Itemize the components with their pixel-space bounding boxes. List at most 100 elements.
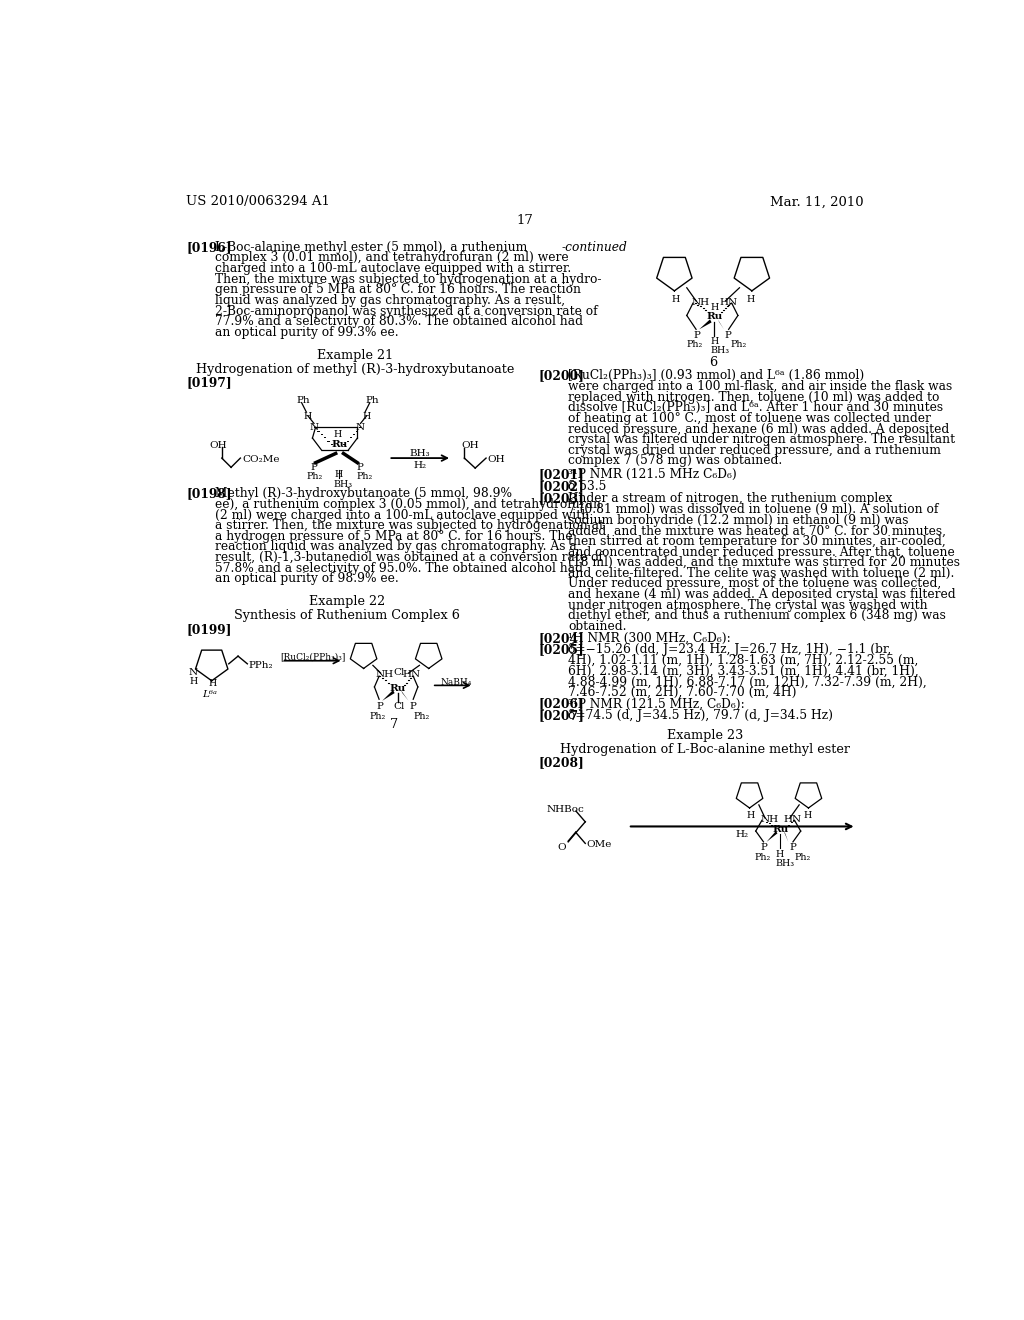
Text: H: H [804,810,812,820]
Text: dissolve [RuCl₂(PPh₃)₃] and L⁶ᵃ. After 1 hour and 30 minutes: dissolve [RuCl₂(PPh₃)₃] and L⁶ᵃ. After 1… [568,401,943,414]
Text: BH₃: BH₃ [776,859,795,867]
Text: gen pressure of 5 MPa at 80° C. for 16 hours. The reaction: gen pressure of 5 MPa at 80° C. for 16 h… [215,284,581,296]
Text: H: H [190,677,199,686]
Text: 4H), 1.02-1.11 (m, 1H), 1.28-1.63 (m, 7H), 2.12-2.55 (m,: 4H), 1.02-1.11 (m, 1H), 1.28-1.63 (m, 7H… [568,655,919,667]
Text: [0203]: [0203] [539,492,585,506]
Text: OH: OH [461,441,479,450]
Text: charged into a 100-mL autoclave equipped with a stirrer.: charged into a 100-mL autoclave equipped… [215,263,571,275]
Text: N: N [309,424,318,433]
Text: -continued: -continued [562,240,628,253]
Text: Ph₂: Ph₂ [687,341,703,348]
Text: P: P [311,463,317,471]
Text: [0207]: [0207] [539,709,585,722]
Text: and hexane (4 ml) was added. A deposited crystal was filtered: and hexane (4 ml) was added. A deposited… [568,589,955,601]
Text: an optical purity of 99.3% ee.: an optical purity of 99.3% ee. [215,326,398,339]
Text: H: H [209,680,217,688]
Text: H: H [335,470,343,479]
Text: Ru: Ru [773,825,790,834]
Text: OMe: OMe [587,841,612,849]
Text: H: H [334,430,342,440]
Text: H: H [710,337,718,346]
Text: and concentrated under reduced pressure. After that, toluene: and concentrated under reduced pressure.… [568,545,955,558]
Text: a hydrogen pressure of 5 MPa at 80° C. for 16 hours. The: a hydrogen pressure of 5 MPa at 80° C. f… [215,529,572,543]
Text: [0208]: [0208] [539,756,585,770]
Text: [0201]: [0201] [539,469,585,480]
Text: obtained.: obtained. [568,620,627,632]
Text: Ph₂: Ph₂ [370,713,386,721]
Text: BH₃: BH₃ [710,346,729,355]
Text: (2 ml) were charged into a 100-mL autoclave equipped with: (2 ml) were charged into a 100-mL autocl… [215,508,589,521]
Text: CO₂Me: CO₂Me [242,455,280,465]
Text: [0199]: [0199] [186,623,231,636]
Text: 2-Boc-aminopropanol was synthesized at a conversion rate of: 2-Boc-aminopropanol was synthesized at a… [215,305,597,318]
Text: δ=74.5 (d, J=34.5 Hz), 79.7 (d, J=34.5 Hz): δ=74.5 (d, J=34.5 Hz), 79.7 (d, J=34.5 H… [568,709,834,722]
Text: N: N [188,668,198,677]
Text: [0197]: [0197] [186,376,231,389]
Text: HN: HN [783,814,802,824]
Text: H: H [671,296,679,305]
Text: Ru: Ru [331,440,347,449]
Text: NaBH₄: NaBH₄ [440,677,471,686]
Text: δ 53.5: δ 53.5 [568,480,606,494]
Text: 7 (0.81 mmol) was dissolved in toluene (9 ml). A solution of: 7 (0.81 mmol) was dissolved in toluene (… [568,503,939,516]
Text: [0196]: [0196] [186,240,231,253]
Text: OH: OH [487,455,505,465]
Text: P: P [356,463,364,471]
Text: P: P [410,702,416,711]
Polygon shape [400,690,409,701]
Text: HN: HN [719,298,737,306]
Text: [0205]: [0205] [539,644,585,656]
Text: added, and the mixture was heated at 70° C. for 30 minutes,: added, and the mixture was heated at 70°… [568,524,946,537]
Text: complex 3 (0.01 mmol), and tetrahydrofuran (2 ml) were: complex 3 (0.01 mmol), and tetrahydrofur… [215,251,568,264]
Text: 57.8% and a selectivity of 95.0%. The obtained alcohol had: 57.8% and a selectivity of 95.0%. The ob… [215,562,583,574]
Text: liquid was analyzed by gas chromatography. As a result,: liquid was analyzed by gas chromatograph… [215,294,565,308]
Text: [RuCl₂(PPh₃)₃]: [RuCl₂(PPh₃)₃] [280,652,345,661]
Text: of heating at 100° C., most of toluene was collected under: of heating at 100° C., most of toluene w… [568,412,931,425]
Text: BH₃: BH₃ [334,479,352,488]
Text: Cl: Cl [393,668,404,677]
Text: a stirrer. Then, the mixture was subjected to hydrogenation at: a stirrer. Then, the mixture was subject… [215,519,604,532]
Text: ³¹P NMR (121.5 MHz C₆D₆): ³¹P NMR (121.5 MHz C₆D₆) [568,469,737,480]
Polygon shape [767,832,777,842]
Text: 77.9% and a selectivity of 80.3%. The obtained alcohol had: 77.9% and a selectivity of 80.3%. The ob… [215,315,583,329]
Text: Under reduced pressure, most of the toluene was collected,: Under reduced pressure, most of the tolu… [568,577,941,590]
Text: OH: OH [209,441,227,450]
Text: crystal was dried under reduced pressure, and a ruthenium: crystal was dried under reduced pressure… [568,444,941,457]
Text: ³¹P NMR (121.5 MHz, C₆D₆):: ³¹P NMR (121.5 MHz, C₆D₆): [568,697,744,710]
Text: under nitrogen atmosphere. The crystal was washed with: under nitrogen atmosphere. The crystal w… [568,599,928,611]
Text: Ph: Ph [366,396,379,405]
Text: P: P [761,843,767,853]
Text: [0204]: [0204] [539,632,585,645]
Text: an optical purity of 98.9% ee.: an optical purity of 98.9% ee. [215,573,398,585]
Polygon shape [699,319,712,330]
Text: Example 21: Example 21 [317,348,393,362]
Text: reduced pressure, and hexane (6 ml) was added. A deposited: reduced pressure, and hexane (6 ml) was … [568,422,949,436]
Text: Ph₂: Ph₂ [755,854,770,862]
Text: 7: 7 [390,718,398,731]
Text: δ=−15.26 (dd, J=23.4 Hz, J=26.7 Hz, 1H), −1.1 (br,: δ=−15.26 (dd, J=23.4 Hz, J=26.7 Hz, 1H),… [568,644,892,656]
Text: NH: NH [761,814,778,824]
Text: NHBoc: NHBoc [547,805,585,814]
Text: 17: 17 [516,214,534,227]
Text: 6: 6 [709,355,717,368]
Text: Hydrogenation of L-Boc-alanine methyl ester: Hydrogenation of L-Boc-alanine methyl es… [560,743,850,755]
Text: Under a stream of nitrogen, the ruthenium complex: Under a stream of nitrogen, the rutheniu… [568,492,893,506]
Text: [0206]: [0206] [539,697,585,710]
Text: Methyl (R)-3-hydroxybutanoate (5 mmol, 98.9%: Methyl (R)-3-hydroxybutanoate (5 mmol, 9… [215,487,512,500]
Text: H: H [362,412,371,421]
Text: [0200]: [0200] [539,370,585,383]
Text: then stirred at room temperature for 30 minutes, air-cooled,: then stirred at room temperature for 30 … [568,535,946,548]
Text: US 2010/0063294 A1: US 2010/0063294 A1 [186,195,330,209]
Text: P: P [376,702,383,711]
Text: P: P [725,331,731,339]
Text: Ph₂: Ph₂ [306,473,323,480]
Text: PPh₂: PPh₂ [249,661,273,669]
Text: H: H [746,296,756,305]
Text: sodium borohydride (12.2 mmol) in ethanol (9 ml) was: sodium borohydride (12.2 mmol) in ethano… [568,513,908,527]
Text: and celite-filtered. The celite was washed with toluene (2 ml).: and celite-filtered. The celite was wash… [568,566,954,579]
Text: Cl: Cl [393,702,404,711]
Text: Ph₂: Ph₂ [414,713,429,721]
Text: ¹H NMR (300 MHz, C₆D₆):: ¹H NMR (300 MHz, C₆D₆): [568,632,731,645]
Text: H₂: H₂ [735,830,749,840]
Text: H: H [711,304,719,312]
